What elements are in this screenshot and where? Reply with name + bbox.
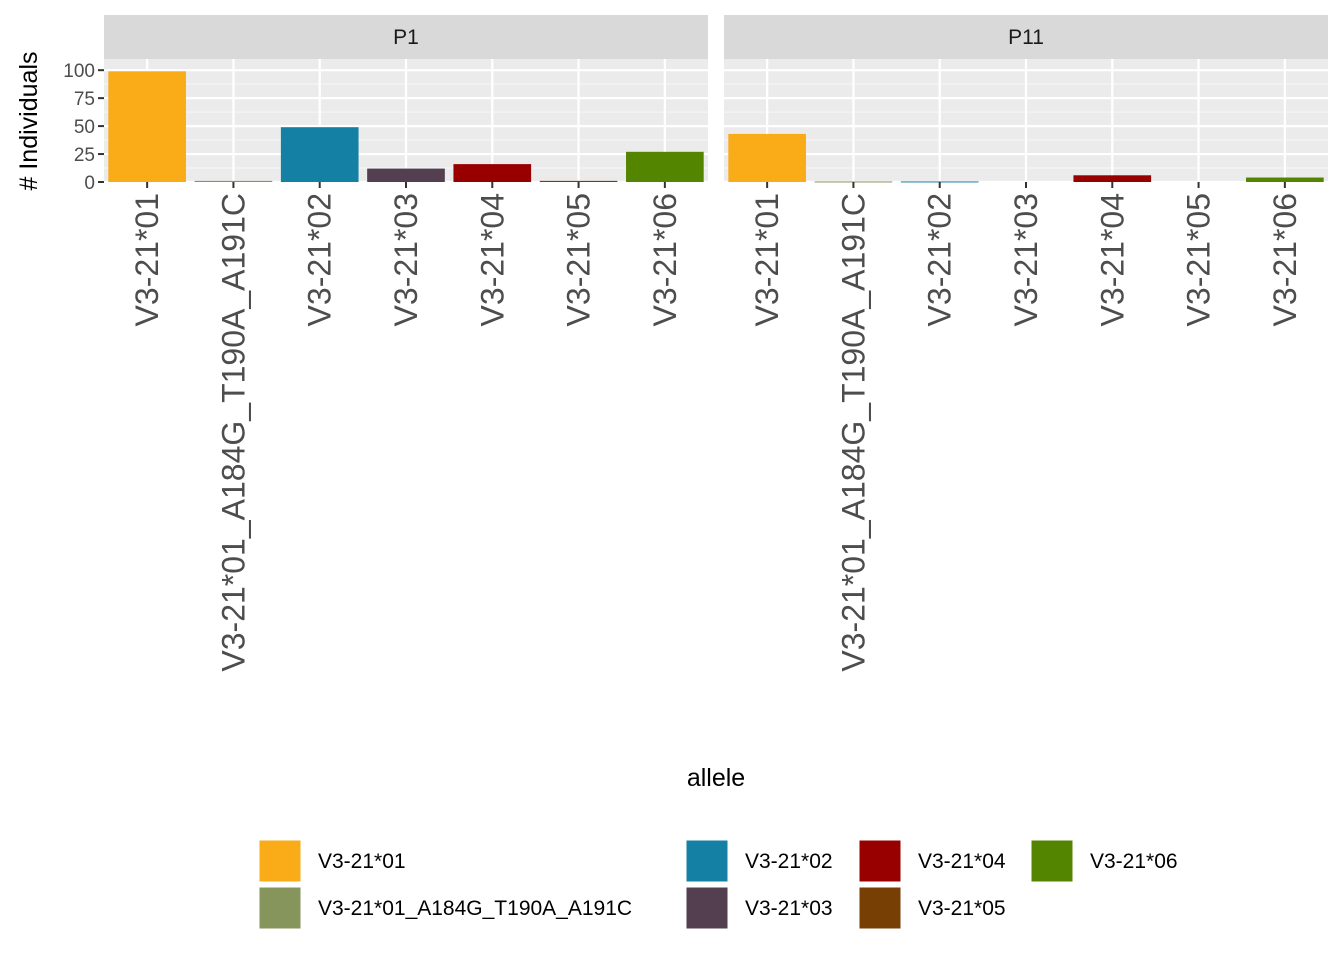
legend-item: V3-21*02 [685, 839, 833, 883]
legend-label: V3-21*06 [1090, 850, 1178, 873]
legend-label: V3-21*01 [318, 850, 406, 873]
x-tick-label: V3-21*06 [647, 193, 683, 326]
y-tick-label: 75 [74, 89, 95, 110]
x-tick-label: V3-21*01_A184G_T190A_A191C [835, 193, 871, 672]
legend-label: V3-21*03 [745, 897, 833, 920]
x-tick-label: V3-21*04 [1094, 193, 1130, 326]
bar [539, 180, 618, 182]
y-tick-label: 100 [63, 61, 95, 82]
x-tick-label: V3-21*01 [749, 193, 785, 326]
y-axis-title: # Individuals [15, 52, 43, 191]
bar [453, 164, 532, 182]
legend-key [258, 886, 302, 930]
x-tick-label: V3-21*04 [474, 193, 510, 326]
bar [108, 71, 186, 182]
x-tick-label: V3-21*03 [388, 193, 424, 326]
bar [1073, 175, 1152, 182]
bar [900, 181, 979, 183]
legend-key [858, 886, 902, 930]
x-tick-label: V3-21*05 [561, 193, 597, 326]
facet-strip-label: P1 [393, 26, 419, 49]
facet-strip [104, 15, 708, 59]
bar [194, 180, 273, 182]
facet-strip-label: P11 [1008, 26, 1044, 49]
legend-item: V3-21*04 [858, 839, 1006, 883]
legend-key [685, 839, 729, 883]
x-tick-label: V3-21*01_A184G_T190A_A191C [215, 193, 251, 672]
bar [1246, 177, 1324, 182]
panels: P1 V3-21*01 V3-21*01_A184G_T190A_A191C V3-2… [63, 15, 1328, 672]
legend-key [258, 839, 302, 883]
x-axis-title: allele [687, 764, 745, 792]
y-tick-label: 50 [74, 117, 95, 138]
bar [728, 133, 806, 182]
y-tick-label: 25 [74, 145, 95, 166]
legend-label: V3-21*01_A184G_T190A_A191C [318, 897, 632, 920]
legend-label: V3-21*02 [745, 850, 833, 873]
legend-key [685, 886, 729, 930]
x-tick-label: V3-21*05 [1181, 193, 1217, 326]
bar [280, 127, 359, 182]
bar [814, 181, 893, 183]
legend-key [1030, 839, 1074, 883]
legend: V3-21*01 V3-21*01_A184G_T190A_A191C V3-21*… [258, 839, 1178, 930]
legend-item: V3-21*06 [1030, 839, 1178, 883]
legend-item: V3-21*03 [685, 886, 833, 930]
facet-strip [724, 15, 1328, 59]
panel-p1: P1 V3-21*01 V3-21*01_A184G_T190A_A191C V3-2… [63, 15, 708, 672]
bar [367, 168, 445, 182]
legend-item: V3-21*01 [258, 839, 406, 883]
legend-key [858, 839, 902, 883]
x-tick-label: V3-21*06 [1267, 193, 1303, 326]
legend-label: V3-21*04 [918, 850, 1006, 873]
legend-item: V3-21*01_A184G_T190A_A191C [258, 886, 632, 930]
y-tick-label: 0 [84, 173, 95, 194]
legend-label: V3-21*05 [918, 897, 1006, 920]
x-tick-label: V3-21*02 [302, 193, 338, 326]
bar [626, 151, 704, 182]
x-tick-label: V3-21*03 [1008, 193, 1044, 326]
x-tick-label: V3-21*01 [129, 193, 165, 326]
legend-item: V3-21*05 [858, 886, 1006, 930]
panel-p11: P11 V3-21*01 V3-21*01_A184G_T190A_A191C V3-… [724, 15, 1328, 672]
x-tick-label: V3-21*02 [922, 193, 958, 326]
